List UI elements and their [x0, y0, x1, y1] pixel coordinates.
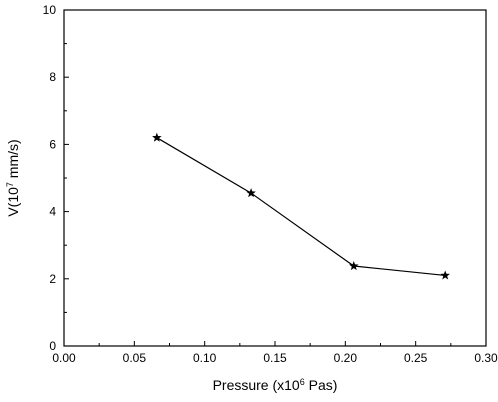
y-tick-label: 4	[49, 205, 56, 219]
series-line	[156, 137, 446, 277]
y-tick-label: 2	[49, 272, 56, 286]
y-axis-title-suffix: mm/s)	[5, 139, 21, 182]
x-tick-label: 0.15	[263, 351, 287, 365]
data-point-star	[349, 261, 359, 271]
y-tick-label: 6	[49, 137, 56, 151]
x-axis-title: Pressure (x106 Pas)	[213, 377, 338, 393]
x-tick-label: 0.25	[404, 351, 428, 365]
x-tick-label: 0.10	[193, 351, 217, 365]
data-point-star	[152, 132, 162, 142]
y-axis-title-prefix: V(10	[5, 187, 21, 217]
plot-area	[63, 9, 487, 347]
data-point-star	[440, 270, 450, 280]
x-axis-title-suffix: Pas)	[305, 377, 338, 393]
y-tick-label: 0	[49, 339, 56, 353]
x-axis-ticks: 0.00 0.05 0.10 0.15 0.20 0.25 0.30	[52, 341, 498, 365]
y-axis-ticks: 0 2 4 6 8 10	[43, 3, 69, 353]
x-tick-label: 0.20	[334, 351, 358, 365]
series-group	[152, 132, 450, 280]
y-axis-title-sup: 7	[5, 182, 15, 187]
y-tick-label: 8	[49, 70, 56, 84]
x-tick-label: 0.05	[123, 351, 147, 365]
data-point-star	[246, 188, 256, 198]
y-axis-title: V(107 mm/s)	[5, 139, 21, 216]
x-axis-title-prefix: Pressure (x10	[213, 377, 300, 393]
x-tick-label: 0.00	[52, 351, 76, 365]
x-axis-title-sup: 6	[300, 377, 305, 387]
y-tick-label: 10	[43, 3, 57, 17]
x-tick-label: 0.30	[474, 351, 498, 365]
